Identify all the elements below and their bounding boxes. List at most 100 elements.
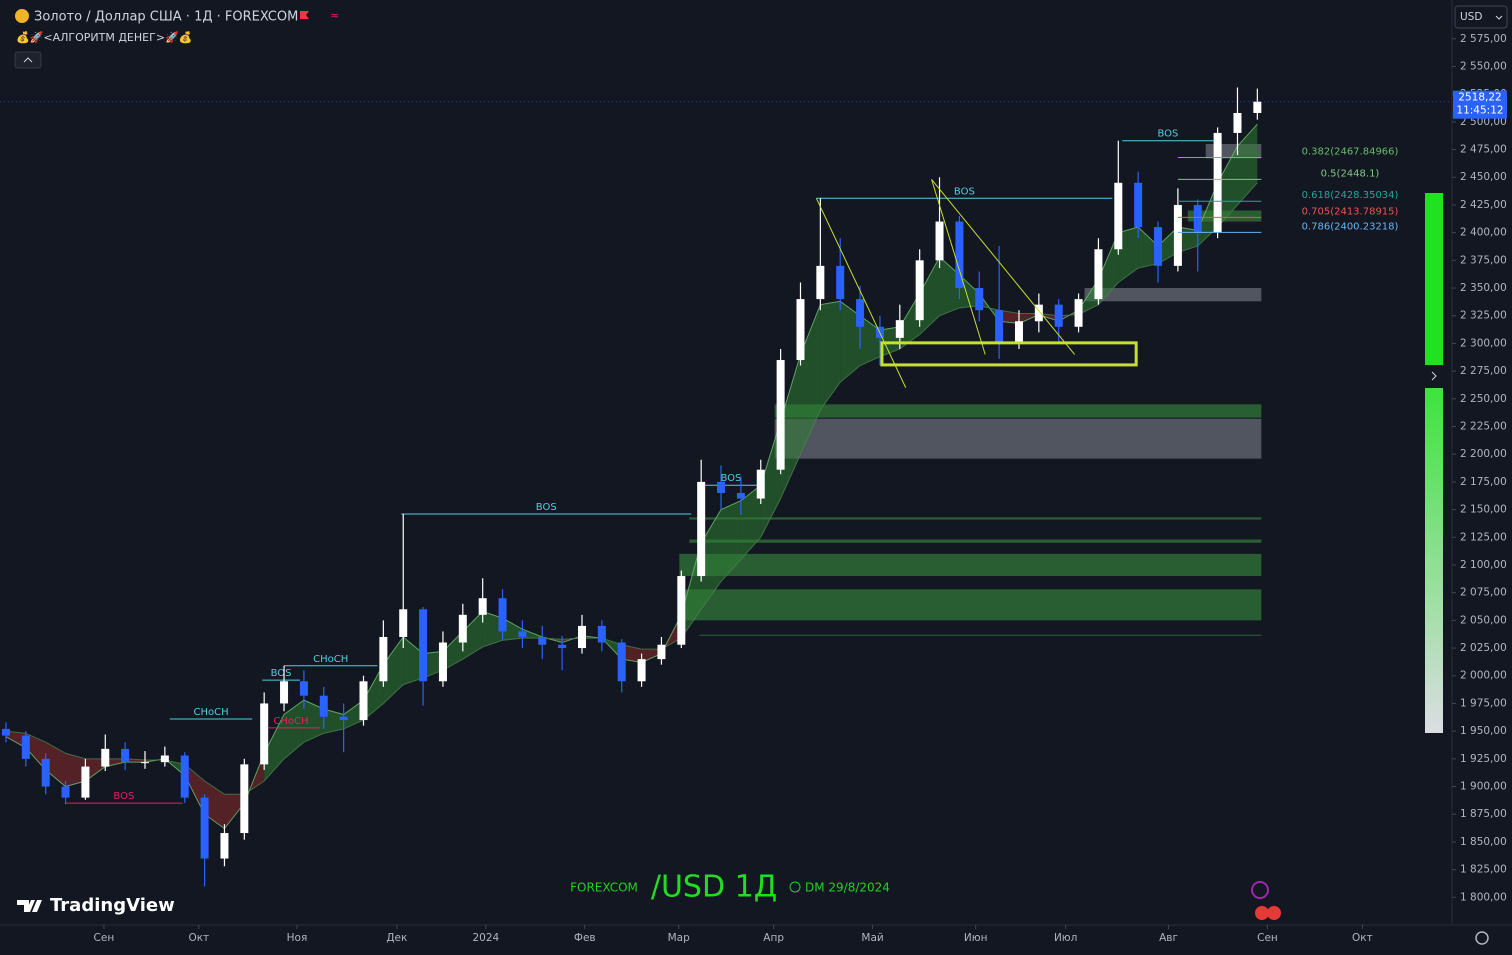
candle-body bbox=[776, 360, 785, 470]
candle-body bbox=[1114, 182, 1123, 250]
ribbon-segment bbox=[85, 758, 106, 781]
ribbon-segment bbox=[1098, 232, 1119, 305]
zone bbox=[1084, 288, 1262, 302]
ribbon-segment bbox=[403, 636, 424, 685]
x-tick-label: Апр bbox=[763, 932, 784, 944]
y-tick-label: 1 950,00 bbox=[1460, 725, 1507, 737]
candle-body bbox=[299, 681, 308, 696]
y-tick-label: 2 150,00 bbox=[1460, 504, 1507, 516]
ribbon-segment bbox=[383, 636, 404, 704]
candle-body bbox=[21, 735, 30, 759]
candle-body bbox=[41, 758, 50, 787]
candle-body bbox=[1193, 204, 1202, 233]
y-tick-label: 2 275,00 bbox=[1460, 365, 1507, 377]
candle-body bbox=[1034, 304, 1043, 322]
event-icon[interactable] bbox=[1267, 906, 1281, 920]
indicator-name[interactable]: 💰🚀<АЛГОРИТМ ДЕНЕГ>🚀💰 bbox=[16, 31, 192, 44]
collapse-button[interactable] bbox=[14, 51, 42, 69]
ribbon-segment bbox=[1177, 227, 1198, 253]
ribbon-segment bbox=[1158, 227, 1178, 264]
x-tick-label: Окт bbox=[1352, 932, 1373, 944]
ribbon-segment bbox=[363, 664, 384, 721]
candle-body bbox=[816, 265, 825, 300]
symbol-title[interactable]: Золото / Доллар США · 1Д · FOREXCOM bbox=[34, 10, 298, 25]
ribbon-segment bbox=[820, 301, 841, 410]
ribbon-segment bbox=[899, 293, 920, 349]
y-tick-label: 2 400,00 bbox=[1460, 227, 1507, 239]
structure-label: BOS bbox=[721, 473, 742, 484]
y-tick-label: 1 800,00 bbox=[1460, 891, 1507, 903]
y-tick-label: 2 500,00 bbox=[1460, 116, 1507, 128]
candle-body bbox=[240, 764, 249, 834]
trendline bbox=[931, 179, 1075, 355]
ribbon-segment bbox=[5, 731, 26, 748]
candle-body bbox=[280, 681, 289, 704]
fib-label: 0.786(2400.23218) bbox=[1302, 221, 1399, 232]
alert-icon[interactable] bbox=[1251, 881, 1269, 899]
y-tick-label: 2 200,00 bbox=[1460, 448, 1507, 460]
candle-body bbox=[955, 221, 964, 289]
candle-body bbox=[359, 681, 368, 721]
y-tick-label: 2 125,00 bbox=[1460, 531, 1507, 543]
y-tick-label: 1 850,00 bbox=[1460, 836, 1507, 848]
ribbon-segment bbox=[343, 700, 364, 729]
zone bbox=[689, 517, 1262, 520]
structure-label: BOS bbox=[536, 502, 557, 513]
highlight-box bbox=[880, 341, 1138, 367]
candle-body bbox=[558, 644, 567, 649]
ribbon-segment bbox=[1138, 227, 1159, 269]
ribbon-segment bbox=[323, 708, 344, 734]
ribbon-segment bbox=[840, 301, 861, 383]
candle-body bbox=[597, 625, 606, 643]
x-tick-label: Фев bbox=[574, 932, 596, 944]
y-tick-label: 2 100,00 bbox=[1460, 559, 1507, 571]
ribbon-segment bbox=[641, 649, 662, 663]
currency-button[interactable] bbox=[1454, 5, 1508, 29]
candle-body bbox=[935, 221, 944, 261]
structure-label: CHoCH bbox=[193, 707, 228, 718]
candle-body bbox=[895, 320, 904, 338]
ribbon-segment bbox=[25, 733, 46, 770]
candle-body bbox=[518, 631, 527, 637]
zone bbox=[774, 404, 1262, 418]
candle-body bbox=[1, 728, 10, 736]
candle-body bbox=[61, 786, 70, 798]
ribbon-segment bbox=[999, 310, 1019, 324]
fib-label: 0.5(2448.1) bbox=[1321, 168, 1380, 179]
ribbon-segment bbox=[105, 758, 126, 767]
zone bbox=[689, 539, 1262, 543]
candle-body bbox=[637, 659, 646, 682]
ribbon-segment bbox=[1237, 124, 1258, 205]
candle-body bbox=[1014, 321, 1023, 344]
candle-body bbox=[458, 614, 467, 643]
watermark-symbol: /USD 1Д bbox=[651, 870, 777, 905]
candle-body bbox=[657, 644, 666, 660]
flag-icon[interactable] bbox=[300, 11, 309, 19]
candle-body bbox=[1233, 112, 1242, 133]
candle-body bbox=[717, 481, 726, 493]
y-tick-label: 2 300,00 bbox=[1460, 337, 1507, 349]
ribbon-segment bbox=[959, 274, 980, 308]
zone bbox=[774, 418, 1262, 459]
candle-body bbox=[121, 748, 130, 763]
structure-label: BOS bbox=[1158, 129, 1179, 140]
event-icon[interactable] bbox=[1255, 906, 1269, 920]
y-tick-label: 1 900,00 bbox=[1460, 781, 1507, 793]
candle-body bbox=[836, 265, 845, 300]
fib-label: 0.705(2413.78915) bbox=[1302, 206, 1399, 217]
candle-body bbox=[399, 609, 408, 637]
y-tick-label: 1 875,00 bbox=[1460, 808, 1507, 820]
y-tick-label: 2 425,00 bbox=[1460, 199, 1507, 211]
symbol-icon bbox=[15, 9, 29, 23]
ribbon-segment bbox=[284, 700, 304, 759]
y-tick-label: 2 325,00 bbox=[1460, 310, 1507, 322]
ribbon-segment bbox=[303, 700, 324, 743]
last-price-tag bbox=[1453, 90, 1507, 119]
x-tick-label: Июн bbox=[964, 932, 988, 944]
candle-body bbox=[478, 598, 487, 615]
candle-body bbox=[200, 797, 209, 859]
settings-icon[interactable] bbox=[1475, 931, 1489, 945]
candle-body bbox=[498, 598, 507, 632]
x-tick-label: Сен bbox=[94, 932, 115, 944]
